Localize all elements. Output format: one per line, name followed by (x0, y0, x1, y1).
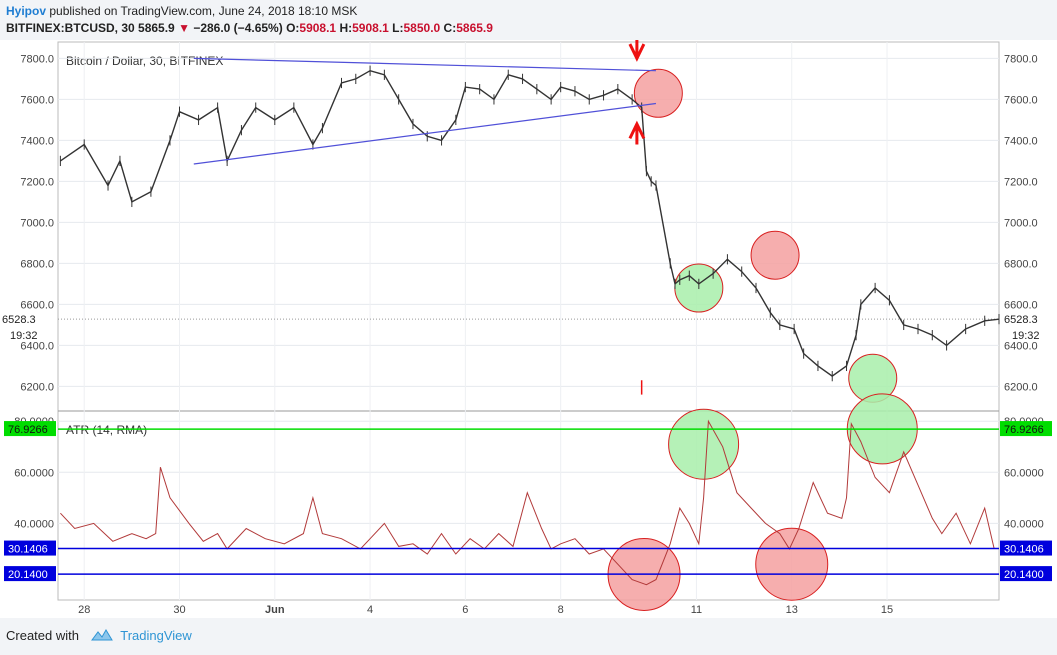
atr-level-tag-left: 30.1406 (8, 544, 48, 556)
x-tick-label: 13 (786, 604, 798, 616)
tradingview-link[interactable]: TradingView (120, 628, 192, 643)
atr-highlight-circle (668, 408, 740, 480)
last-price: 5865.9 (138, 21, 175, 35)
publish-line: Hyipov published on TradingView.com, Jun… (6, 2, 1051, 20)
price-tick-label-left: 6400.0 (20, 340, 54, 352)
low-value: 5850.0 (403, 21, 441, 35)
plot-frame (57, 41, 1000, 601)
open-value: 5908.1 (299, 21, 337, 35)
x-tick-label: 4 (367, 604, 373, 616)
atr-series-layer (60, 419, 995, 586)
price-change: −286.0 (−4.65%) (193, 21, 283, 35)
price-tick-label-right: 6600.0 (1004, 299, 1038, 311)
price-series-layer (59, 65, 1000, 382)
triangle-layer (193, 57, 657, 165)
published-text: published on TradingView.com, June 24, 2… (49, 4, 358, 18)
price-tick-label-left: 7200.0 (20, 176, 54, 188)
price-tick-label-left: 6800.0 (20, 258, 54, 270)
price-highlight-circle (750, 230, 800, 280)
x-tick-label: 6 (462, 604, 468, 616)
price-tick-label-left: 6600.0 (20, 299, 54, 311)
high-value: 5908.1 (352, 21, 389, 35)
price-tick-label-right: 7600.0 (1004, 94, 1038, 106)
price-tick-label-right: 7000.0 (1004, 217, 1038, 229)
price-tick-label-left: 7800.0 (20, 53, 54, 65)
axis-ticks-layer: 6200.0 6200.0 6400.0 6400.0 6600.0 6600.0 6800… (2, 53, 1044, 616)
atr-level-tag-bg-right (1000, 421, 1052, 437)
last-time-label-right: 19:32 (1012, 330, 1040, 342)
price-tick-label-right: 7200.0 (1004, 176, 1038, 188)
author-link[interactable]: Hyipov (6, 4, 47, 18)
tradingview-logo-icon (90, 628, 113, 645)
price-tick-label-left: 7000.0 (20, 217, 54, 229)
low-label: L: (392, 21, 404, 35)
atr-level-tag-bg-right (1000, 566, 1052, 582)
close-label: C: (443, 21, 457, 35)
down-arrow-icon (628, 38, 646, 62)
last-price-label-right: 6528.3 (1004, 314, 1038, 326)
x-tick-label: 11 (691, 604, 702, 616)
created-with-label: Created with (6, 628, 79, 643)
price-tick-label-right: 7800.0 (1004, 53, 1038, 65)
atr-level-tag-bg-right (1000, 540, 1052, 556)
price-tick-label-right: 6800.0 (1004, 258, 1038, 270)
x-tick-label: 30 (173, 604, 185, 616)
ohlc-line: BITFINEX:BTCUSD, 30 5865.9 ▼ −286.0 (−4.… (6, 20, 1051, 36)
x-tick-label: 15 (881, 604, 893, 616)
atr-level-tag-bg-left (4, 566, 56, 582)
triangle-upper-line (193, 57, 656, 72)
atr-series-line (60, 419, 995, 586)
atr-levels-layer: 76.9266 76.9266 30.1406 30.1406 20.1400 20.14… (4, 421, 1052, 582)
price-tick-label-right: 6200.0 (1004, 381, 1038, 393)
price-series-line (60, 69, 1000, 377)
price-pane-title: Bitcoin / Dollar, 30, BITFINEX (66, 54, 223, 68)
x-tick-label: Jun (265, 604, 285, 616)
open-label: O: (286, 21, 300, 35)
last-price-label-left: 6528.3 (2, 314, 36, 326)
atr-tick-label-right: 60.0000 (1004, 467, 1044, 479)
chart-area[interactable]: Bitcoin / Dollar, 30, BITFINEX ATR (14, … (0, 38, 1057, 618)
atr-level-tag-bg-left (4, 421, 56, 437)
atr-level-tag-left: 76.9266 (8, 424, 48, 436)
chart-header: Hyipov published on TradingView.com, Jun… (6, 2, 1051, 36)
x-tick-label: 28 (78, 604, 90, 616)
price-tick-label-left: 7400.0 (20, 135, 54, 147)
atr-tick-label-right: 40.0000 (1004, 518, 1044, 530)
price-tick-label-left: 6200.0 (20, 381, 54, 393)
atr-tick-label-left: 60.0000 (14, 467, 54, 479)
atr-highlight-circle (755, 527, 829, 601)
up-arrow-icon (628, 120, 646, 145)
price-tick-label-left: 7600.0 (20, 94, 54, 106)
symbol-label: BITFINEX:BTCUSD, 30 (6, 21, 135, 35)
down-triangle-icon: ▼ (178, 21, 190, 35)
triangle-lower-line (193, 102, 657, 165)
chart-svg[interactable]: Bitcoin / Dollar, 30, BITFINEX ATR (14, … (0, 38, 1057, 618)
last-time-label-left: 19:32 (10, 330, 38, 342)
grid-layer (58, 42, 999, 600)
arrows-layer (628, 38, 646, 395)
atr-level-tag-right: 20.1400 (1004, 569, 1044, 581)
high-label: H: (339, 21, 353, 35)
atr-tick-label-left: 40.0000 (14, 518, 54, 530)
atr-level-tag-bg-left (4, 540, 56, 556)
atr-level-tag-left: 20.1400 (8, 569, 48, 581)
price-tick-label-right: 6400.0 (1004, 340, 1038, 352)
atr-level-tag-right: 76.9266 (1004, 424, 1044, 436)
footer: Created with TradingView (6, 628, 192, 645)
x-tick-label: 8 (558, 604, 564, 616)
atr-level-tag-right: 30.1406 (1004, 544, 1044, 556)
atr-pane-title: ATR (14, RMA) (66, 423, 147, 437)
close-value: 5865.9 (456, 21, 493, 35)
price-tick-label-right: 7400.0 (1004, 135, 1038, 147)
